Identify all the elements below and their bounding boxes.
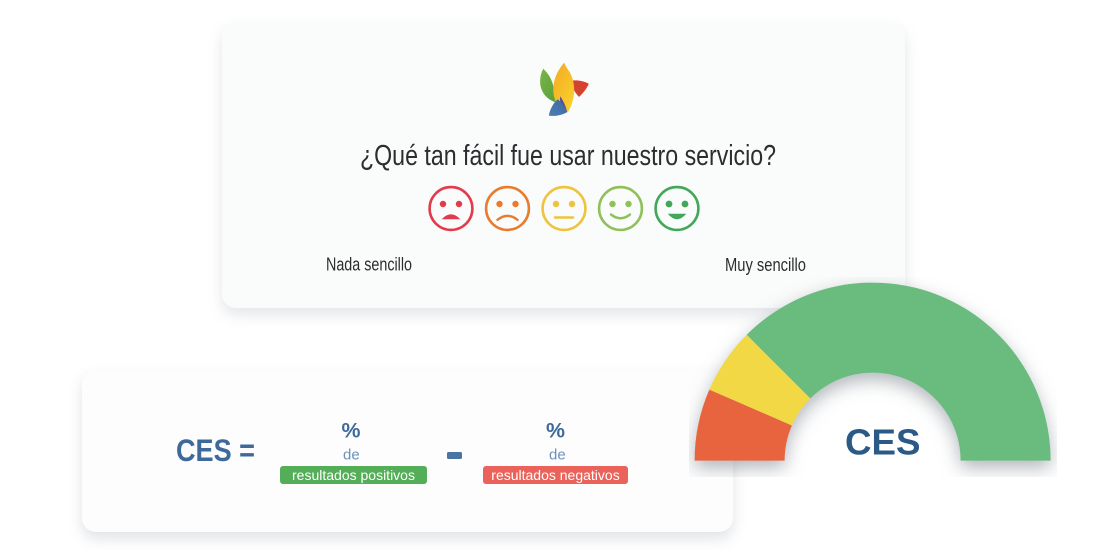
svg-text:¿Qué tan fácil fue usar nuestr: ¿Qué tan fácil fue usar nuestro servicio…: [360, 140, 776, 172]
svg-text:CES =: CES =: [176, 432, 255, 468]
svg-text:de: de: [549, 447, 566, 464]
svg-text:Muy sencillo: Muy sencillo: [725, 255, 806, 275]
svg-text:CES: CES: [845, 422, 921, 463]
svg-text:%: %: [546, 420, 565, 443]
svg-text:de: de: [343, 447, 360, 464]
svg-text:%: %: [342, 420, 361, 443]
svg-text:Nada sencillo: Nada sencillo: [326, 255, 412, 275]
